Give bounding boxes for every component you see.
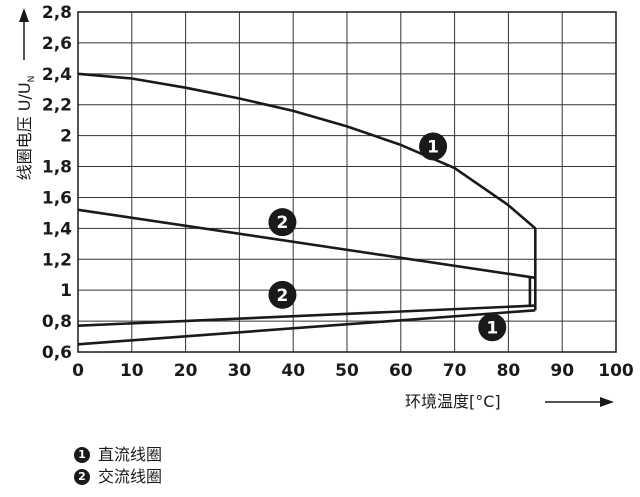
y-axis-arrow [19, 8, 29, 60]
x-tick-label: 30 [228, 361, 252, 381]
series-line-2-lower [77, 304, 536, 327]
plot-frame [77, 11, 617, 353]
y-tick-label: 0,6 [42, 343, 72, 363]
legend-item-ac: 2 交流线圈 [74, 466, 162, 488]
x-tick-label: 60 [389, 361, 413, 381]
legend-marker: 2 [74, 469, 90, 485]
x-axis-label: 环境温度[°C] [405, 392, 501, 411]
y-tick-label: 1,4 [42, 219, 72, 239]
series-line-1-lower [77, 309, 536, 346]
y-tick-label: 2,8 [42, 3, 72, 23]
x-tick-label: 100 [598, 361, 634, 381]
chart: 1 2 2 1 0,6 0,8 1 1,2 1,4 1,6 1,8 2 2,2 2,4 2,6 2,8 0 1… [15, 3, 634, 411]
y-tick-label: 2,6 [42, 34, 72, 54]
legend-text: 直流线圈 [98, 445, 163, 464]
annotations: 1 2 2 1 [268, 132, 507, 342]
svg-text:线圈电压 U/UN: 线圈电压 U/UN [15, 76, 37, 181]
annotation-marker [268, 280, 297, 309]
legend-marker: 1 [74, 447, 90, 463]
legend-text: 交流线圈 [98, 467, 163, 486]
legend-item-dc: 1 直流线圈 [74, 444, 162, 466]
annotation-label: 1 [427, 137, 439, 157]
y-axis-subscript: N [27, 76, 37, 83]
annotation-label: 2 [277, 286, 289, 306]
series-line-2-upper [77, 208, 536, 280]
y-tick-labels: 0,6 0,8 1 1,2 1,4 1,6 1,8 2 2,2 2,4 2,6 2,8 [42, 3, 72, 363]
series-line-1-upper [77, 72, 537, 230]
x-tick-label: 20 [174, 361, 198, 381]
y-tick-label: 2,2 [42, 96, 72, 116]
y-tick-label: 0,8 [42, 312, 72, 332]
vertical-segments [528, 228, 537, 311]
y-axis-title: 线圈电压 U/UN [15, 76, 37, 181]
y-tick-label: 1,2 [42, 250, 72, 270]
annotation-marker [419, 132, 448, 161]
x-tick-label: 50 [335, 361, 359, 381]
y-axis-label: 线圈电压 U/U [15, 82, 34, 180]
x-tick-label: 70 [443, 361, 467, 381]
x-tick-labels: 0 10 20 30 40 50 60 70 80 90 100 [72, 361, 634, 381]
grid [77, 11, 617, 353]
x-tick-label: 10 [120, 361, 144, 381]
y-tick-label: 2 [60, 127, 72, 147]
annotation-marker [268, 208, 297, 237]
y-tick-label: 2,4 [42, 65, 72, 85]
annotation-label: 2 [277, 213, 289, 233]
x-tick-label: 80 [497, 361, 521, 381]
annotation-label: 1 [486, 318, 498, 338]
annotation-marker [478, 313, 507, 342]
x-axis-arrow [545, 397, 614, 407]
y-tick-label: 1 [60, 281, 72, 301]
x-tick-label: 40 [281, 361, 305, 381]
y-tick-label: 1,8 [42, 158, 72, 178]
legend: 1 直流线圈 2 交流线圈 [74, 444, 162, 488]
x-tick-label: 0 [72, 361, 84, 381]
x-tick-label: 90 [550, 361, 574, 381]
series-layer [77, 72, 537, 346]
y-tick-label: 1,6 [42, 188, 72, 208]
